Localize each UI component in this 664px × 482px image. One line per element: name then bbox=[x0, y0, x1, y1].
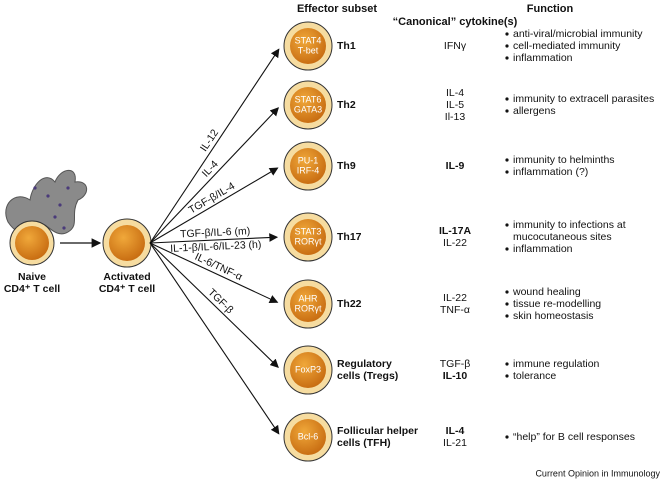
subset-name: Th9 bbox=[337, 160, 356, 172]
cytokine: Il-13 bbox=[445, 111, 466, 123]
function: wound healing bbox=[512, 286, 581, 298]
header: Effector subset bbox=[297, 3, 377, 15]
signal-label: TGF-β/IL-4 bbox=[187, 180, 238, 217]
subset-core bbox=[290, 87, 326, 123]
signal-label: IL-1-β/IL-6/IL-23 (h) bbox=[170, 239, 262, 255]
bullet bbox=[505, 247, 509, 251]
transcription-factor: FoxP3 bbox=[295, 364, 321, 374]
bullet bbox=[505, 97, 509, 101]
subset-core bbox=[290, 352, 326, 388]
function: anti-viral/microbial immunity bbox=[513, 28, 643, 40]
subset-core bbox=[290, 219, 326, 255]
signal-label: TGF-β/IL-6 (m) bbox=[180, 225, 251, 240]
cell-label: Naive bbox=[18, 271, 46, 283]
header: Function bbox=[527, 3, 574, 15]
subset-name: Follicular helper bbox=[337, 425, 418, 437]
cytokine: TGF-β bbox=[440, 358, 471, 370]
cytokine: IL-5 bbox=[446, 99, 464, 111]
subset-core bbox=[290, 28, 326, 64]
function: allergens bbox=[513, 105, 556, 117]
transcription-factor: IRF-4 bbox=[297, 165, 320, 175]
cell-label: CD4⁺ T cell bbox=[4, 283, 60, 295]
subset-name: Th1 bbox=[337, 40, 356, 52]
arrow bbox=[149, 107, 280, 244]
bullet bbox=[505, 223, 509, 227]
naive-core bbox=[15, 226, 49, 260]
arrow bbox=[149, 242, 279, 368]
bullet bbox=[505, 362, 509, 366]
function: cell-mediated immunity bbox=[513, 40, 621, 52]
bullet bbox=[505, 374, 509, 378]
cytokine: IFNγ bbox=[444, 40, 467, 52]
cytokine: TNF-α bbox=[440, 304, 470, 316]
subset-core bbox=[290, 286, 326, 322]
transcription-factor: PU-1 bbox=[298, 155, 319, 165]
arrow bbox=[149, 242, 279, 304]
subset-name: Th17 bbox=[337, 231, 362, 243]
function: inflammation (?) bbox=[513, 166, 588, 178]
subset-name: Regulatory bbox=[337, 358, 392, 370]
cytokine: IL-21 bbox=[443, 437, 467, 449]
bullet bbox=[505, 435, 509, 439]
arrow bbox=[149, 242, 280, 435]
function: immunity to helminths bbox=[513, 154, 615, 166]
header: “Canonical” cytokine(s) bbox=[393, 16, 518, 28]
footer: Current Opinion in Immunology bbox=[535, 468, 660, 478]
subset-core bbox=[290, 419, 326, 455]
function: tissue re-modelling bbox=[513, 298, 601, 310]
function: “help” for B cell responses bbox=[513, 431, 635, 443]
transcription-factor: RORγt bbox=[295, 236, 322, 246]
cell-label: Activated bbox=[103, 271, 150, 283]
cytokine: IL-17A bbox=[439, 225, 472, 237]
transcription-factor: STAT3 bbox=[295, 226, 322, 236]
cytokine: IL-10 bbox=[443, 370, 468, 382]
cytokine: IL-4 bbox=[446, 87, 464, 99]
function: inflammation bbox=[513, 52, 573, 64]
transcription-factor: RORγt bbox=[295, 303, 322, 313]
bullet bbox=[505, 109, 509, 113]
bullet bbox=[505, 56, 509, 60]
transcription-factor: STAT4 bbox=[295, 35, 322, 45]
transcription-factor: T-bet bbox=[298, 45, 319, 55]
bullet bbox=[505, 44, 509, 48]
bullet bbox=[505, 158, 509, 162]
cytokine: IL-4 bbox=[446, 425, 465, 437]
transcription-factor: AHR bbox=[298, 293, 318, 303]
subset-name: cells (TFH) bbox=[337, 437, 391, 449]
bullet bbox=[505, 290, 509, 294]
bullet bbox=[505, 314, 509, 318]
arrow bbox=[149, 167, 279, 244]
transcription-factor: GATA3 bbox=[294, 104, 322, 114]
arrow bbox=[149, 233, 279, 244]
bullet bbox=[505, 302, 509, 306]
subset-name: Th2 bbox=[337, 99, 356, 111]
cytokine: IL-9 bbox=[446, 160, 465, 172]
function: immunity to infections at bbox=[513, 219, 626, 231]
function: mucocutaneous sites bbox=[513, 231, 612, 243]
dots bbox=[33, 186, 70, 230]
subset-name: cells (Tregs) bbox=[337, 370, 398, 382]
function: immune regulation bbox=[513, 358, 600, 370]
signal-label: IL-4 bbox=[200, 158, 221, 180]
bullet bbox=[505, 170, 509, 174]
cell-label: CD4⁺ T cell bbox=[99, 283, 155, 295]
subset-core bbox=[290, 148, 326, 184]
bullet bbox=[505, 32, 509, 36]
activated-core bbox=[109, 225, 145, 261]
function: inflammation bbox=[513, 243, 573, 255]
subset-name: Th22 bbox=[337, 298, 362, 310]
cytokine: IL-22 bbox=[443, 237, 467, 249]
arrow bbox=[149, 48, 280, 244]
function: immunity to extracell parasites bbox=[513, 93, 654, 105]
transcription-factor: Bcl-6 bbox=[298, 431, 319, 441]
cytokine: IL-22 bbox=[443, 292, 467, 304]
function: tolerance bbox=[513, 370, 556, 382]
function: skin homeostasis bbox=[513, 310, 594, 322]
transcription-factor: STAT6 bbox=[295, 94, 322, 104]
